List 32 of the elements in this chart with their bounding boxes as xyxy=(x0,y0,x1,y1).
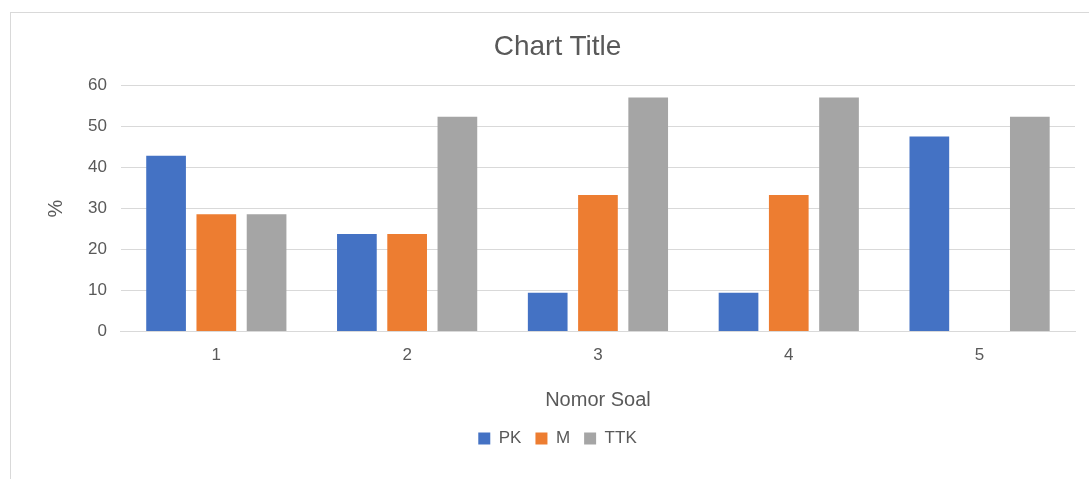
legend-label: M xyxy=(555,428,571,448)
bar xyxy=(718,292,759,332)
bar xyxy=(387,234,427,332)
bar xyxy=(909,136,950,332)
bar xyxy=(1009,116,1050,332)
bar xyxy=(578,195,618,332)
y-tick-label: 20 xyxy=(87,239,107,259)
x-tick-label: 3 xyxy=(593,345,603,365)
legend-label: PK xyxy=(498,428,523,448)
x-axis-title: Nomor Soal xyxy=(545,387,651,410)
x-tick-label: 2 xyxy=(402,345,412,365)
y-tick-label: 50 xyxy=(87,116,107,136)
x-tick-label: 5 xyxy=(974,345,985,365)
bar xyxy=(337,234,377,332)
y-tick-label: 10 xyxy=(87,280,107,300)
y-tick-label: 60 xyxy=(87,75,107,95)
chart-title: Chart Title xyxy=(493,29,622,61)
legend-label: TTK xyxy=(604,428,638,448)
y-tick-label: 40 xyxy=(87,157,107,177)
bar xyxy=(146,155,186,332)
bar xyxy=(628,97,669,332)
bar xyxy=(437,116,478,332)
bar xyxy=(527,292,568,332)
x-tick-label: 4 xyxy=(784,345,794,365)
y-axis-title: % xyxy=(43,199,66,218)
y-tick-label: 30 xyxy=(87,198,107,218)
bar xyxy=(196,214,237,332)
x-tick-label: 1 xyxy=(211,345,222,365)
bar xyxy=(246,214,287,332)
bar xyxy=(819,97,859,332)
y-tick-label: 0 xyxy=(97,321,107,341)
bar xyxy=(768,195,809,332)
